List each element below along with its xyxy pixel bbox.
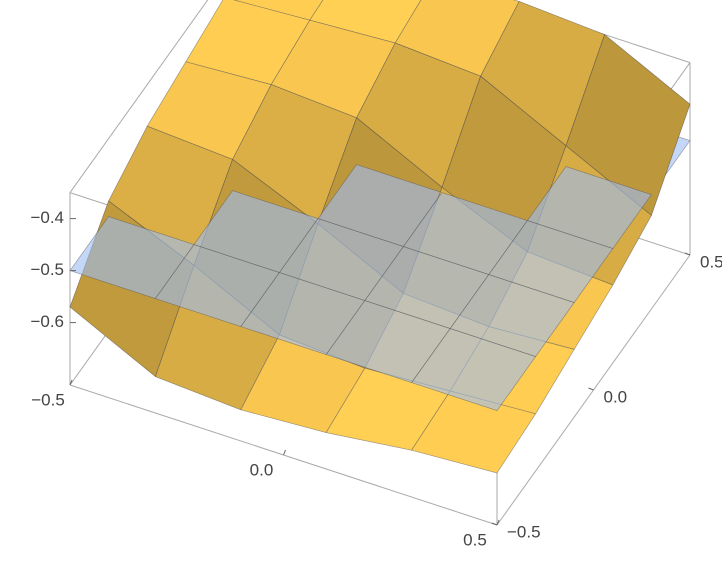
- x-tick-label: 0.5: [463, 530, 487, 549]
- x-tick-label: 0.0: [250, 460, 274, 479]
- surface-patch: [411, 328, 537, 412]
- z-tick-label: −0.5: [30, 260, 64, 279]
- y-tick: [491, 522, 498, 526]
- x-tick: [283, 449, 286, 456]
- y-tick-label: 0.5: [700, 252, 722, 271]
- y-tick: [684, 252, 691, 256]
- box-edge: [497, 0, 691, 64]
- surface-patch: [411, 390, 537, 474]
- x-tick: [69, 379, 73, 386]
- y-tick-label: 0.0: [604, 387, 628, 406]
- x-tick-label: −0.5: [31, 390, 65, 409]
- z-tick-label: −0.4: [30, 208, 64, 227]
- x-tick: [496, 519, 500, 526]
- z-tick-label: −0.6: [30, 312, 64, 331]
- y-tick-label: −0.5: [507, 522, 541, 541]
- y-tick: [588, 387, 594, 391]
- box-edge: [69, 0, 209, 193]
